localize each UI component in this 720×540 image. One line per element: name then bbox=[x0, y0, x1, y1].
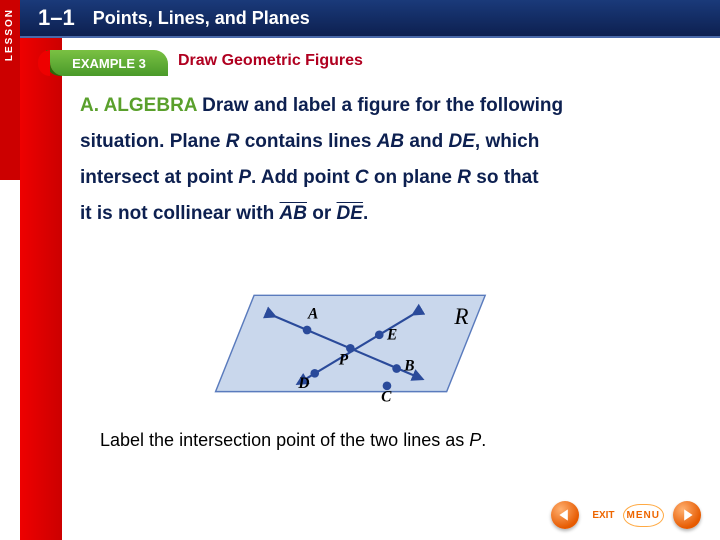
example-chip-label: EXAMPLE 3 bbox=[72, 56, 146, 71]
lesson-tab-label: LESSON bbox=[0, 0, 19, 69]
problem-part: contains lines bbox=[239, 131, 376, 152]
slide: LESSON 1–1 Points, Lines, and Planes EXA… bbox=[0, 0, 720, 540]
var-AB-line: AB bbox=[280, 203, 307, 224]
caption-var: P bbox=[469, 430, 481, 450]
caption: Label the intersection point of the two … bbox=[100, 430, 486, 451]
menu-button[interactable]: MENU bbox=[625, 506, 662, 525]
next-button[interactable] bbox=[670, 500, 704, 530]
left-red-border bbox=[20, 38, 62, 540]
problem-part: so that bbox=[471, 167, 539, 188]
var-R: R bbox=[226, 131, 240, 152]
caption-after: . bbox=[481, 430, 486, 450]
problem-part: . Add point bbox=[251, 167, 355, 188]
problem-part: it is not collinear with bbox=[80, 203, 280, 224]
svg-text:E: E bbox=[386, 327, 397, 344]
prev-arrow-icon bbox=[551, 501, 579, 529]
svg-text:R: R bbox=[453, 303, 468, 329]
problem-part: Draw and label a figure for the followin… bbox=[202, 95, 563, 116]
problem-part: intersect at point bbox=[80, 167, 238, 188]
var-R: R bbox=[457, 167, 471, 188]
header-bar: 1–1 Points, Lines, and Planes bbox=[20, 0, 720, 38]
example-subtitle: Draw Geometric Figures bbox=[178, 52, 363, 70]
problem-part: situation. Plane bbox=[80, 131, 226, 152]
lesson-tab: LESSON bbox=[0, 0, 20, 180]
svg-text:P: P bbox=[339, 352, 349, 369]
lesson-title: Points, Lines, and Planes bbox=[93, 8, 310, 29]
var-C: C bbox=[355, 167, 369, 188]
problem-part: , which bbox=[475, 131, 539, 152]
problem-part: and bbox=[404, 131, 448, 152]
svg-text:C: C bbox=[381, 388, 392, 405]
caption-before: Label the intersection point of the two … bbox=[100, 430, 469, 450]
var-DE-line: DE bbox=[337, 203, 363, 224]
var-DE: DE bbox=[449, 131, 475, 152]
problem-part: on plane bbox=[369, 167, 458, 188]
problem-part: . bbox=[363, 203, 368, 224]
geometry-figure: A P EBC D R bbox=[210, 278, 510, 408]
lesson-number: 1–1 bbox=[38, 5, 75, 31]
svg-text:D: D bbox=[297, 375, 309, 392]
problem-part: or bbox=[307, 203, 337, 224]
example-chip: EXAMPLE 3 bbox=[50, 50, 168, 76]
problem-text: A. ALGEBRA Draw and label a figure for t… bbox=[80, 88, 690, 232]
var-AB: AB bbox=[377, 131, 404, 152]
prev-button[interactable] bbox=[548, 500, 582, 530]
exit-button[interactable]: EXIT bbox=[590, 506, 616, 525]
var-P: P bbox=[238, 167, 251, 188]
svg-text:B: B bbox=[403, 357, 414, 374]
nav-bar: EXIT MENU bbox=[548, 500, 704, 530]
svg-text:A: A bbox=[307, 305, 318, 322]
next-arrow-icon bbox=[673, 501, 701, 529]
problem-prefix: A. ALGEBRA bbox=[80, 95, 197, 116]
